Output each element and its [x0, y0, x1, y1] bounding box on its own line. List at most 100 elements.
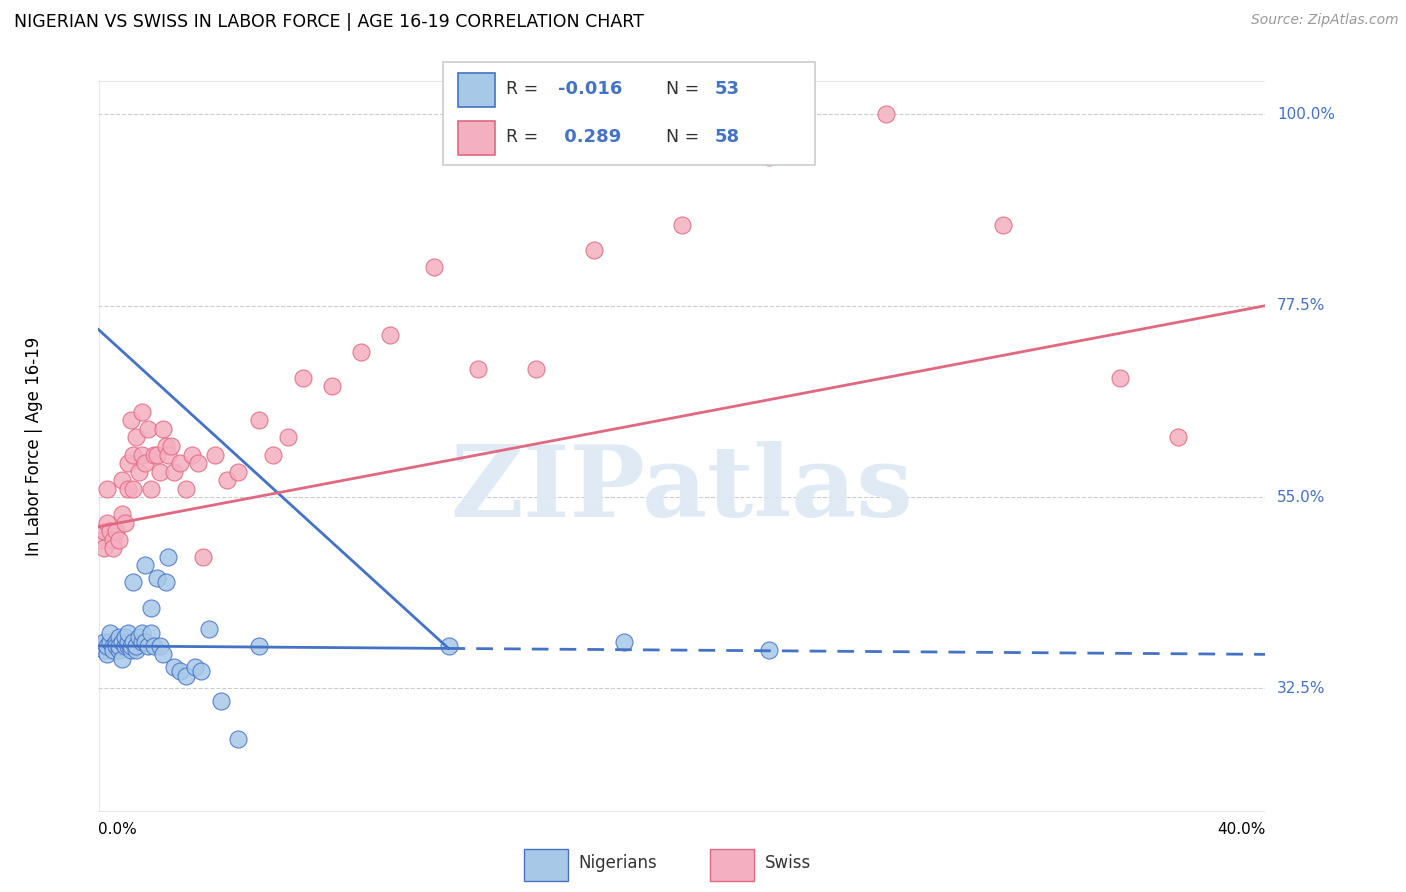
Point	[98, 626, 121, 640]
Point	[524, 362, 547, 376]
Point	[350, 345, 373, 359]
Point	[134, 634, 156, 648]
FancyBboxPatch shape	[710, 849, 754, 881]
Text: 58: 58	[714, 128, 740, 146]
Point	[149, 465, 172, 479]
Text: Source: ZipAtlas.com: Source: ZipAtlas.com	[1251, 13, 1399, 28]
Point	[101, 639, 124, 653]
Point	[204, 448, 226, 462]
Point	[321, 379, 343, 393]
Point	[93, 643, 115, 657]
Text: 100.0%: 100.0%	[1277, 107, 1336, 122]
Point	[193, 549, 215, 564]
Point	[1108, 371, 1130, 385]
Point	[209, 694, 232, 708]
Point	[104, 634, 127, 648]
Point	[108, 639, 131, 653]
Point	[108, 533, 131, 547]
Point	[125, 639, 148, 653]
Point	[139, 482, 162, 496]
Point	[120, 413, 142, 427]
Text: In Labor Force | Age 16-19: In Labor Force | Age 16-19	[25, 336, 44, 556]
Point	[108, 631, 131, 645]
Point	[134, 456, 156, 470]
Point	[108, 643, 131, 657]
Point	[96, 648, 118, 662]
Text: N =: N =	[666, 128, 706, 146]
Point	[90, 533, 112, 547]
Point	[228, 465, 250, 479]
Point	[117, 634, 139, 648]
Point	[96, 516, 118, 530]
Text: 0.289: 0.289	[558, 128, 621, 146]
Point	[169, 665, 191, 679]
Point	[157, 549, 180, 564]
Point	[149, 639, 172, 653]
Point	[122, 482, 145, 496]
Point	[183, 660, 205, 674]
Point	[180, 448, 202, 462]
Text: 0.0%: 0.0%	[98, 822, 138, 837]
Point	[152, 422, 174, 436]
Point	[101, 643, 124, 657]
Point	[163, 465, 186, 479]
Point	[228, 732, 250, 747]
Point	[104, 639, 127, 653]
Point	[437, 639, 460, 653]
Text: NIGERIAN VS SWISS IN LABOR FORCE | AGE 16-19 CORRELATION CHART: NIGERIAN VS SWISS IN LABOR FORCE | AGE 1…	[14, 13, 644, 31]
Point	[98, 524, 121, 538]
Point	[423, 260, 446, 275]
Point	[111, 473, 134, 487]
Point	[128, 631, 150, 645]
Point	[291, 371, 314, 385]
Point	[101, 533, 124, 547]
Point	[111, 651, 134, 665]
Text: 77.5%: 77.5%	[1277, 298, 1326, 313]
Point	[146, 448, 169, 462]
Point	[671, 218, 693, 232]
Point	[117, 456, 139, 470]
Point	[157, 448, 180, 462]
Text: 40.0%: 40.0%	[1218, 822, 1265, 837]
Point	[262, 448, 284, 462]
Point	[128, 465, 150, 479]
Text: Nigerians: Nigerians	[579, 854, 658, 872]
Point	[101, 541, 124, 555]
Point	[117, 639, 139, 653]
Point	[247, 639, 270, 653]
Point	[583, 244, 606, 258]
Point	[90, 639, 112, 653]
FancyBboxPatch shape	[458, 121, 495, 155]
Point	[122, 448, 145, 462]
Point	[93, 541, 115, 555]
Point	[378, 328, 402, 343]
Text: N =: N =	[666, 80, 706, 98]
Point	[198, 622, 221, 636]
Point	[96, 639, 118, 653]
Point	[93, 634, 115, 648]
Point	[122, 575, 145, 590]
Point	[136, 639, 159, 653]
Point	[131, 634, 153, 648]
FancyBboxPatch shape	[443, 62, 815, 165]
Point	[247, 413, 270, 427]
Point	[93, 524, 115, 538]
Point	[98, 634, 121, 648]
Text: 53: 53	[714, 80, 740, 98]
Text: R =: R =	[506, 80, 544, 98]
Point	[160, 439, 183, 453]
Point	[104, 524, 127, 538]
Point	[467, 362, 489, 376]
Text: ZIPatlas: ZIPatlas	[451, 442, 912, 539]
Point	[146, 571, 169, 585]
Point	[131, 448, 153, 462]
Text: 32.5%: 32.5%	[1277, 681, 1326, 696]
FancyBboxPatch shape	[458, 73, 495, 106]
Point	[758, 643, 780, 657]
Point	[174, 482, 197, 496]
Point	[122, 634, 145, 648]
Point	[169, 456, 191, 470]
Point	[758, 150, 780, 164]
Point	[114, 516, 136, 530]
Point	[142, 448, 165, 462]
